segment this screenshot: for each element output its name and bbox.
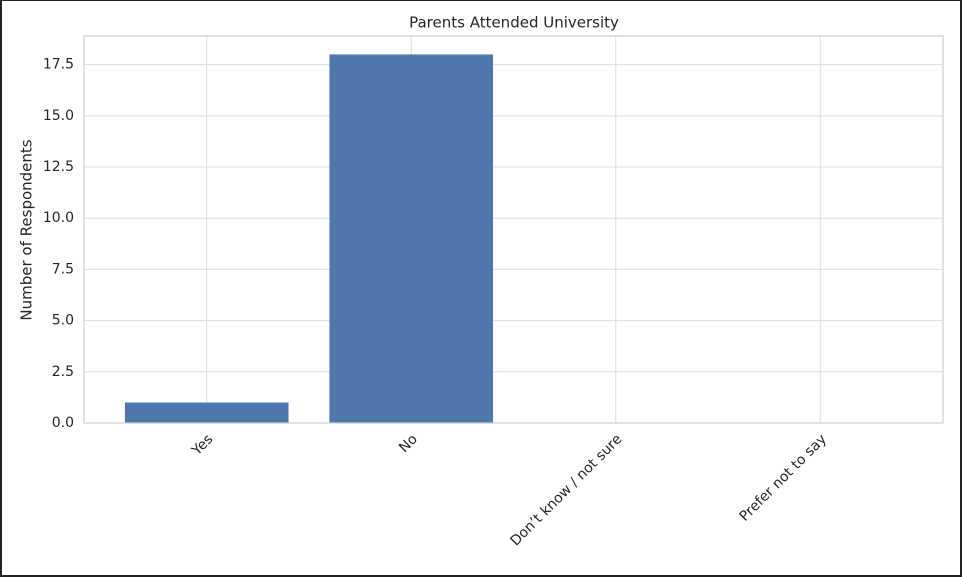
y-tick-label: 12.5: [43, 159, 74, 175]
y-tick-label: 10.0: [43, 210, 74, 226]
y-axis-label: Number of Respondents: [18, 139, 36, 320]
y-tick-label: 15.0: [43, 108, 74, 124]
y-tick-label: 0.0: [52, 415, 74, 431]
y-tick-label: 5.0: [52, 313, 74, 329]
y-tick-label: 7.5: [52, 261, 74, 277]
plot-border: [83, 35, 944, 424]
y-tick-label: 2.5: [52, 364, 74, 380]
y-tick-label: 17.5: [43, 57, 74, 73]
chart-title: Parents Attended University: [409, 14, 619, 32]
bar: [124, 402, 289, 423]
bar: [329, 54, 494, 424]
